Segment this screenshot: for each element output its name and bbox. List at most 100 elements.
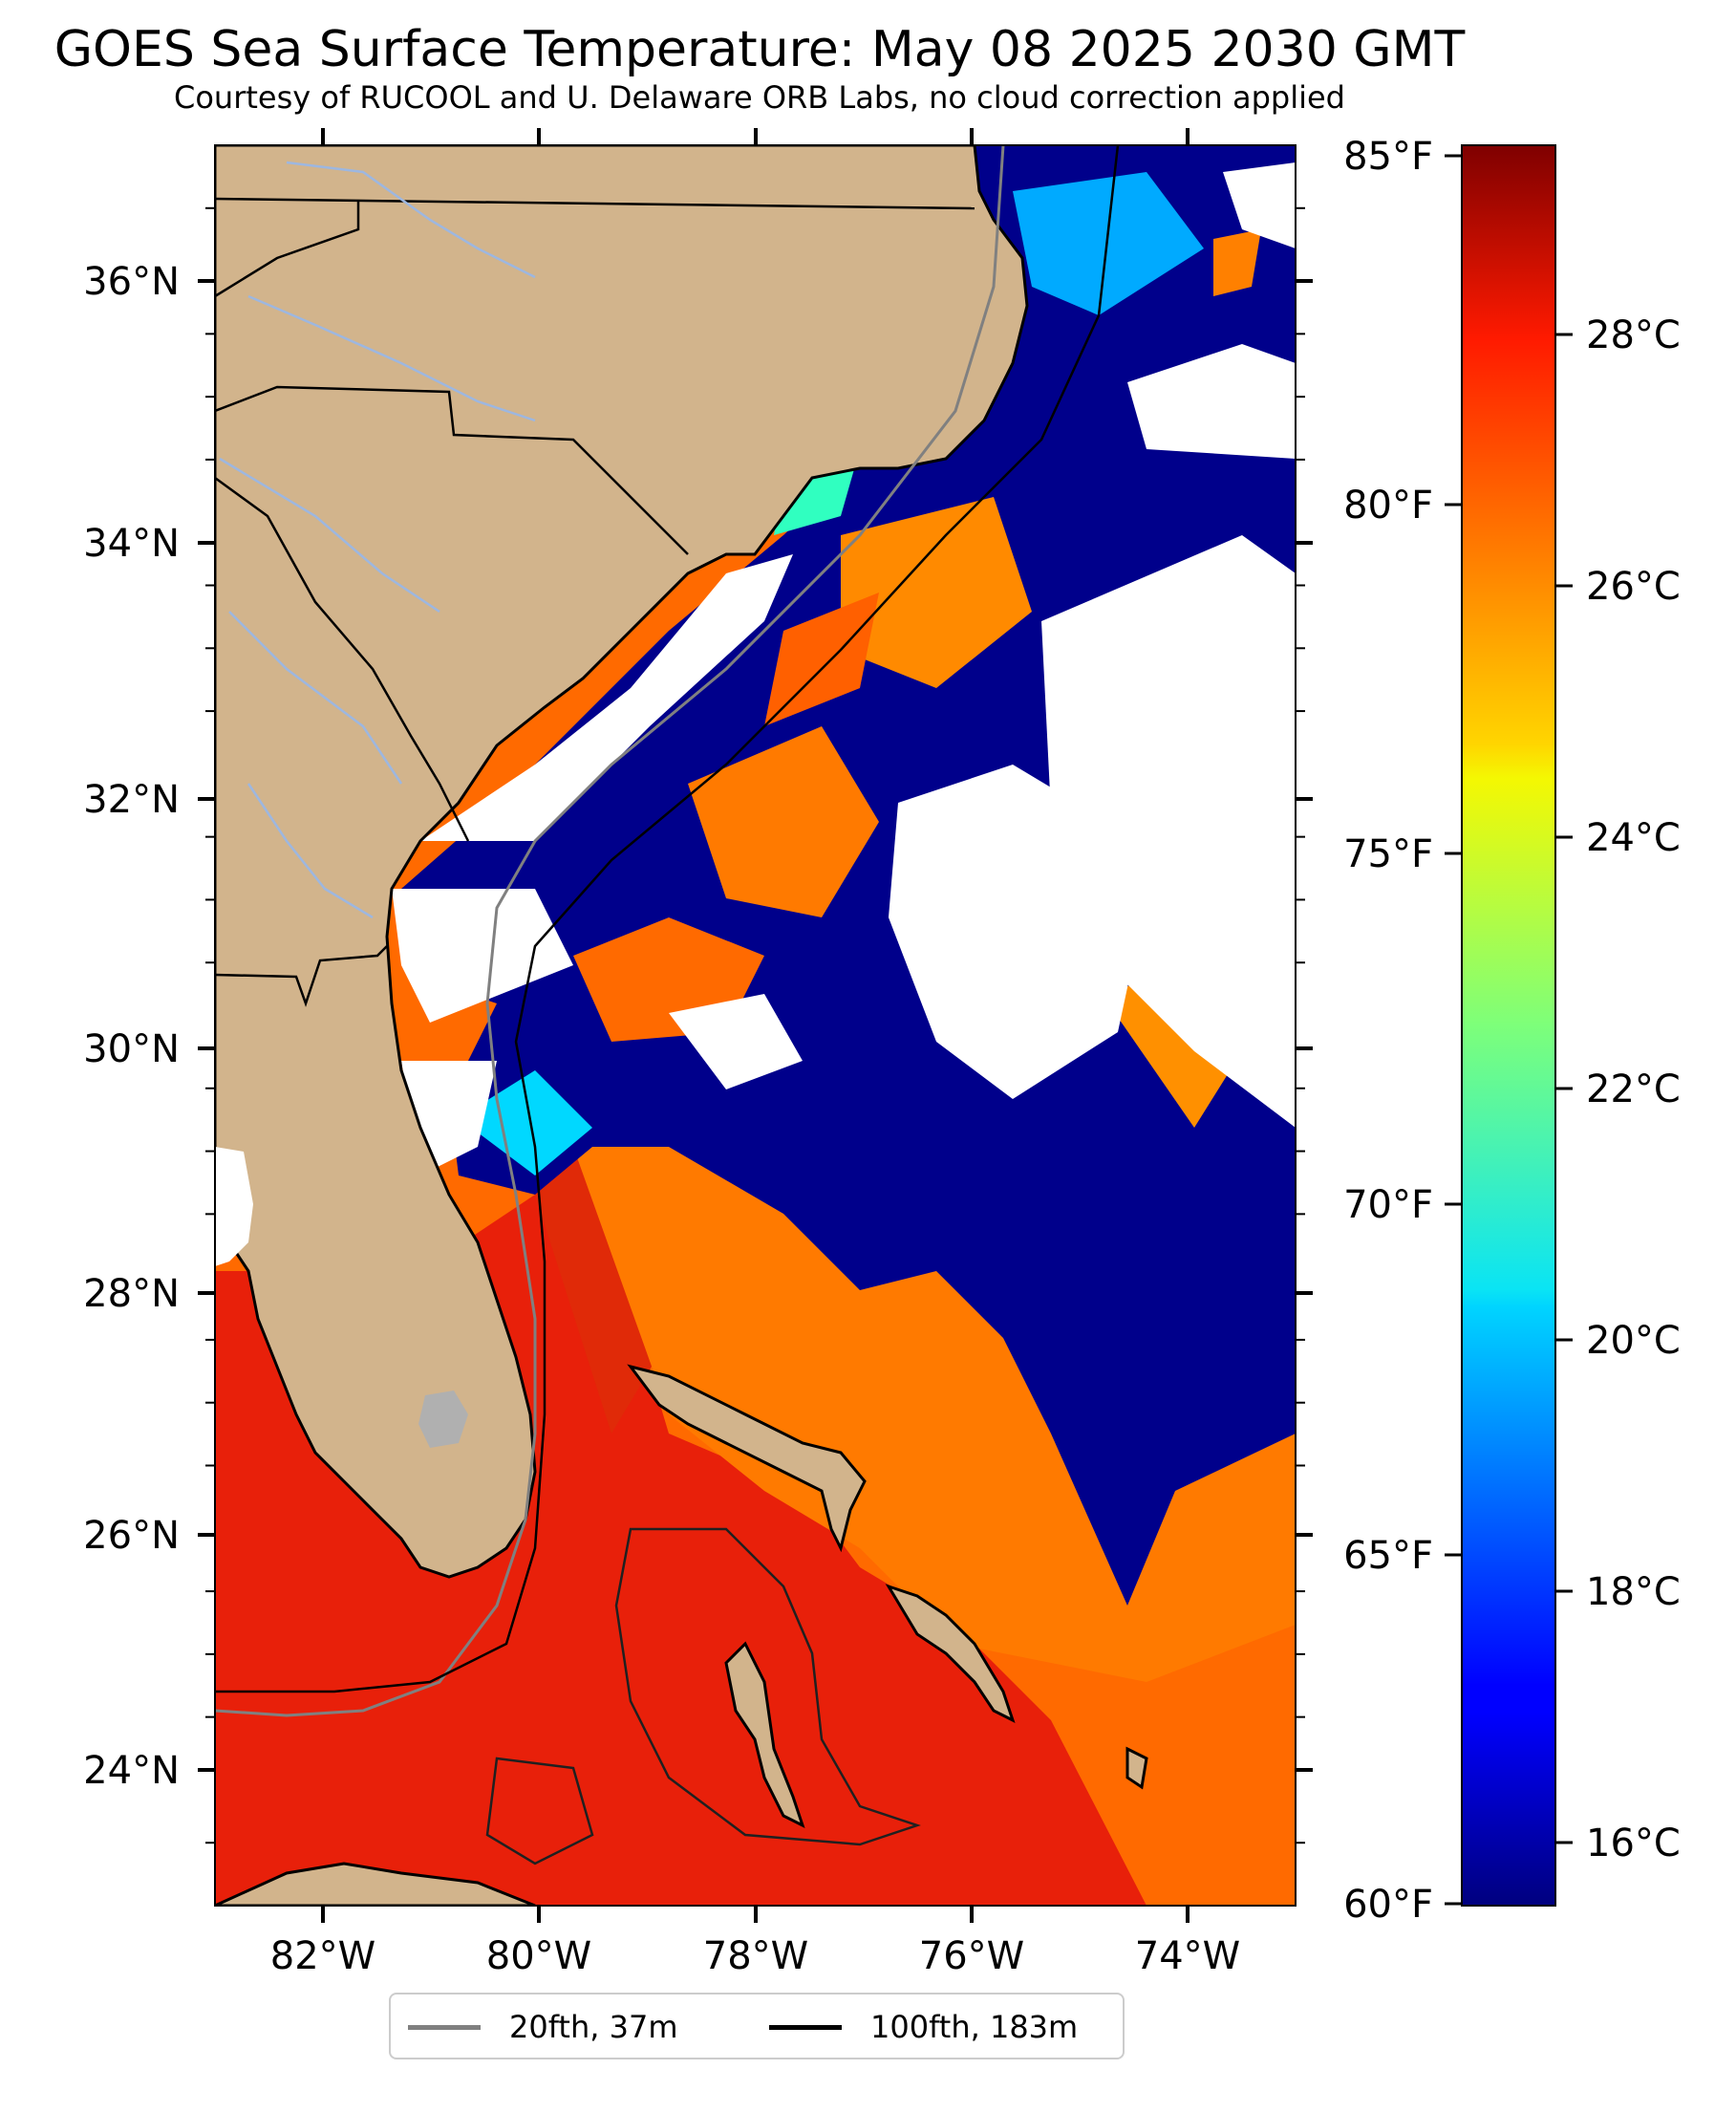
cb-c-18: 18°C <box>1555 1570 1681 1614</box>
lat-tick-36: 36°N <box>83 260 1313 304</box>
lat-label-24: 24°N <box>83 1749 180 1793</box>
lat-label-32: 32°N <box>83 778 180 822</box>
cloud-4 <box>1041 535 1296 1128</box>
lat-label-28: 28°N <box>83 1272 180 1316</box>
lon-tick-80: 80°W <box>486 128 591 1978</box>
lon-tick-76: 76°W <box>919 128 1024 1978</box>
river-2 <box>247 294 536 422</box>
cloud-1 <box>392 889 573 1023</box>
lat-tick-30: 30°N <box>83 1027 1313 1071</box>
map-title: GOES Sea Surface Temperature: May 08 202… <box>54 21 1466 78</box>
cb-c-16: 16°C <box>1555 1822 1681 1865</box>
legend-label-100fth: 100fth, 183m <box>870 2009 1079 2045</box>
lon-tick-78: 78°W <box>703 128 808 1978</box>
isobath-cay-sal <box>485 1757 594 1865</box>
lat-tick-26: 26°N <box>83 1514 1313 1558</box>
cb-c-label-20: 20°C <box>1586 1319 1681 1363</box>
lat-tick-32: 32°N <box>83 778 1313 822</box>
lon-label-74: 74°W <box>1135 1934 1240 1978</box>
front-1 <box>459 1070 592 1175</box>
cb-f-label-75: 75°F <box>1343 832 1433 876</box>
land-island-small <box>1125 1746 1148 1790</box>
cb-c-label-18: 18°C <box>1586 1570 1681 1614</box>
land-cuba <box>215 1862 536 1906</box>
colorbar: 60°F 65°F 70°F 75°F 80°F 85°F 16°C 18°C … <box>1343 135 1681 1927</box>
cb-f-80: 80°F <box>1343 484 1462 528</box>
isobath-legend: 20fth, 37m 100fth, 183m <box>389 1993 1125 2059</box>
colorbar-gradient <box>1461 144 1556 1907</box>
cloud-6 <box>1223 162 1296 248</box>
cloud-5 <box>1127 344 1296 459</box>
lon-label-82: 82°W <box>270 1934 375 1978</box>
lat-label-36: 36°N <box>83 260 180 304</box>
cb-c-28: 28°C <box>1555 313 1681 357</box>
land-andros <box>724 1641 805 1828</box>
lat-tick-34: 34°N <box>83 522 1313 566</box>
cb-f-60: 60°F <box>1343 1883 1462 1927</box>
warm-eddy-4 <box>764 593 879 726</box>
legend-label-20fth: 20fth, 37m <box>509 2009 678 2045</box>
cb-c-22: 22°C <box>1555 1067 1681 1111</box>
legend-swatch-20fth <box>408 2024 481 2030</box>
border-tn-nc <box>215 201 360 298</box>
cb-f-label-65: 65°F <box>1343 1534 1433 1578</box>
lon-axis: 82°W 80°W 78°W 76°W 74°W <box>270 128 1240 1978</box>
cloud-7 <box>669 994 803 1089</box>
river-1 <box>286 161 536 279</box>
legend-item-100fth: 100fth, 183m <box>769 2008 1078 2046</box>
map-subtitle: Courtesy of RUCOOL and U. Delaware ORB L… <box>174 79 1345 116</box>
lon-tick-74: 74°W <box>1135 128 1240 1978</box>
cb-c-label-24: 24°C <box>1586 816 1681 860</box>
border-sc-ga <box>215 476 470 842</box>
legend-item-20fth: 20fth, 37m <box>408 2008 677 2046</box>
lon-label-78: 78°W <box>703 1934 808 1978</box>
lat-tick-24: 24°N <box>83 1749 1313 1793</box>
warm-eddy-3 <box>841 497 1032 688</box>
land-grand-bahama <box>627 1364 867 1553</box>
border-va-nc <box>215 197 975 210</box>
river-3 <box>219 457 440 614</box>
gulf-cloud <box>215 1147 253 1266</box>
cb-f-65: 65°F <box>1343 1534 1462 1578</box>
lon-label-80: 80°W <box>486 1934 591 1978</box>
front-3 <box>1013 172 1204 315</box>
cb-f-70: 70°F <box>1343 1183 1462 1227</box>
front-4 <box>1213 229 1261 296</box>
cb-c-20: 20°C <box>1555 1319 1681 1363</box>
lon-tick-82: 82°W <box>270 128 375 1978</box>
border-nc-sc <box>215 385 689 555</box>
lat-label-30: 30°N <box>83 1027 180 1071</box>
isobath-bahama-bank <box>614 1527 921 1846</box>
river-4 <box>228 611 403 785</box>
warm-eddy-2 <box>688 726 879 917</box>
lat-axis: 24°N 26°N 28°N 30°N 32°N 34°N 36°N <box>83 260 1313 1793</box>
legend-swatch-100fth <box>769 2024 842 2030</box>
colorbar-fahrenheit-axis: 60°F 65°F 70°F 75°F 80°F 85°F <box>1343 135 1462 1927</box>
cloud-2 <box>420 554 793 841</box>
land-eleuthera <box>885 1584 1016 1723</box>
cb-f-label-80: 80°F <box>1343 484 1433 528</box>
lat-tick-28: 28°N <box>83 1272 1313 1316</box>
lat-minor-ticks <box>205 206 1305 1844</box>
colorbar-celsius-axis: 16°C 18°C 20°C 22°C 24°C 26°C 28°C <box>1555 313 1681 1865</box>
cb-c-label-28: 28°C <box>1586 313 1681 357</box>
cb-f-label-85: 85°F <box>1343 135 1433 179</box>
cb-c-26: 26°C <box>1555 565 1681 609</box>
lon-label-76: 76°W <box>919 1934 1024 1978</box>
cold-water <box>401 145 1296 1606</box>
cb-f-label-70: 70°F <box>1343 1183 1433 1227</box>
cb-f-85: 85°F <box>1343 135 1462 179</box>
river-5 <box>246 783 374 919</box>
cb-f-label-60: 60°F <box>1343 1883 1433 1927</box>
map-panel <box>215 145 1296 1906</box>
cb-c-label-26: 26°C <box>1586 565 1681 609</box>
isobath-20fth <box>215 145 1005 1717</box>
lat-label-26: 26°N <box>83 1514 180 1558</box>
cb-c-label-16: 16°C <box>1586 1822 1681 1865</box>
lake-okeechobee <box>418 1391 468 1448</box>
cb-c-label-22: 22°C <box>1586 1067 1681 1111</box>
cb-f-75: 75°F <box>1343 832 1462 876</box>
cb-c-24: 24°C <box>1555 816 1681 860</box>
isobath-100fth <box>215 145 1120 1693</box>
